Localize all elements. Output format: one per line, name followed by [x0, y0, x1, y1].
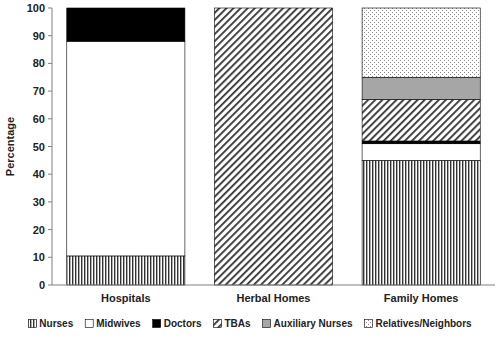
x-tick-label: Family Homes	[384, 292, 459, 304]
legend-swatch	[263, 320, 271, 328]
y-tick	[48, 8, 52, 9]
legend: Nurses Midwives Doctors TBAs Auxiliary Nurse…	[28, 318, 472, 329]
legend-label: Midwives	[96, 318, 141, 329]
y-tick-label: 30	[33, 196, 45, 208]
y-tick	[48, 118, 52, 119]
y-tick	[48, 201, 52, 202]
bar-segment	[67, 8, 185, 9]
y-tick-label: 0	[39, 279, 45, 291]
y-tick	[48, 91, 52, 92]
x-axis	[52, 285, 495, 286]
y-axis-label: Percentage	[4, 117, 16, 176]
y-tick	[48, 285, 52, 286]
x-tick-label: Hospitals	[101, 292, 151, 304]
bar-segment	[67, 41, 185, 256]
legend-label: Auxiliary Nurses	[274, 318, 353, 329]
y-tick-label: 90	[33, 30, 45, 42]
bar-segment	[67, 8, 185, 9]
y-tick-label: 80	[33, 57, 45, 69]
legend-label: TBAs	[224, 318, 251, 329]
legend-swatch	[85, 320, 93, 328]
bar-segment	[362, 8, 480, 77]
y-tick-label: 10	[33, 251, 45, 263]
legend-label: Relatives/Neighbors	[376, 318, 473, 329]
bar-segment	[362, 144, 480, 161]
y-tick	[48, 146, 52, 147]
y-tick-label: 20	[33, 224, 45, 236]
bar-segment	[362, 141, 480, 144]
legend-swatch	[213, 320, 221, 328]
legend-label: Doctors	[164, 318, 202, 329]
y-tick	[48, 35, 52, 36]
bar-segment	[362, 160, 480, 285]
bar-segment	[214, 8, 332, 9]
bar-segment	[362, 99, 480, 141]
bar-segment	[67, 8, 185, 41]
legend-swatch	[28, 320, 36, 328]
bar-segment	[67, 256, 185, 285]
y-tick	[48, 257, 52, 258]
bar-segment	[362, 77, 480, 99]
y-tick-label: 60	[33, 113, 45, 125]
y-tick	[48, 229, 52, 230]
y-tick	[48, 63, 52, 64]
legend-swatch	[365, 320, 373, 328]
y-tick-label: 100	[27, 2, 45, 14]
y-tick-label: 40	[33, 168, 45, 180]
bar-segment	[214, 8, 332, 285]
y-tick-label: 50	[33, 141, 45, 153]
bar-segment	[67, 8, 185, 9]
bar-segment	[214, 8, 332, 9]
legend-label: Nurses	[39, 318, 73, 329]
legend-swatch	[153, 320, 161, 328]
x-tick-label: Herbal Homes	[237, 292, 311, 304]
y-tick-label: 70	[33, 85, 45, 97]
y-tick	[48, 174, 52, 175]
chart: 0 10 20 30 40 50 60 70 80 90 100 Hospitals Herbal Ho…	[0, 0, 500, 341]
